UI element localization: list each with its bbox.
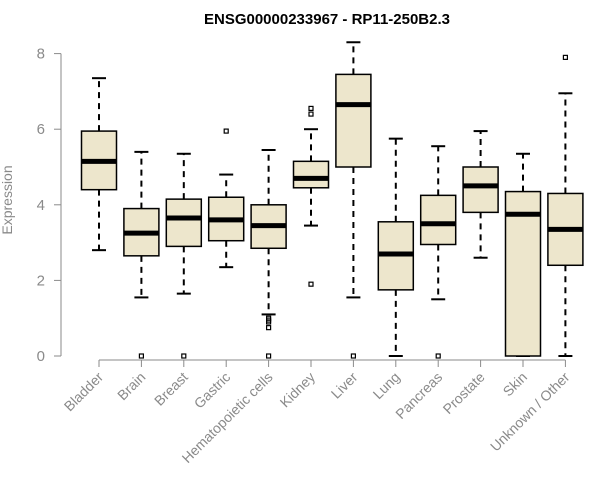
- chart-title: ENSG00000233967 - RP11-250B2.3: [204, 11, 450, 28]
- box-brain: [123, 150, 160, 359]
- outlier-point: [308, 281, 314, 287]
- box-liver: [335, 41, 372, 359]
- outlier-point: [138, 353, 144, 359]
- y-tick-label: 8: [37, 46, 45, 63]
- y-tick-label: 2: [37, 272, 45, 289]
- x-tick-label: Breast: [151, 369, 191, 409]
- box-prostate: [462, 130, 499, 259]
- y-tick-label: 4: [37, 197, 45, 214]
- outlier-point: [181, 353, 187, 359]
- outlier-point: [350, 353, 356, 359]
- y-axis-label: Expression: [0, 165, 15, 234]
- outlier-point: [266, 353, 272, 359]
- box-skin: [504, 152, 542, 357]
- iqr-box: [165, 198, 203, 248]
- x-tick-label: Lung: [370, 369, 403, 402]
- outlier-point: [266, 319, 272, 325]
- outlier-point: [266, 325, 272, 331]
- outlier-point: [308, 105, 314, 112]
- y-axis: 0 2 4 6 8: [37, 46, 62, 365]
- x-tick-label: Unknown / Other: [487, 369, 573, 455]
- iqr-box: [292, 160, 330, 189]
- outlier-point: [308, 111, 314, 117]
- box-bladder: [80, 77, 118, 252]
- x-tick-label: Bladder: [61, 369, 107, 415]
- box-series: [80, 41, 584, 359]
- iqr-box: [504, 190, 542, 357]
- x-tick-label: Skin: [500, 369, 531, 400]
- outlier-point: [435, 353, 441, 359]
- y-tick-label: 6: [37, 121, 45, 138]
- box-pancreas: [419, 145, 457, 359]
- x-tick-label: Brain: [114, 369, 148, 403]
- y-tick-label: 0: [37, 348, 45, 365]
- x-tick-label: Liver: [328, 369, 361, 402]
- iqr-box: [462, 166, 499, 214]
- box-unknown-other: [547, 54, 584, 357]
- x-tick-label: Pancreas: [392, 369, 445, 422]
- box-hematopoietic-cells: [250, 148, 287, 359]
- x-tick-label: Kidney: [277, 369, 319, 411]
- box-gastric: [207, 128, 245, 269]
- outlier-point: [223, 128, 229, 134]
- box-breast: [165, 152, 203, 359]
- x-tick-label: Prostate: [440, 369, 488, 417]
- outlier-point: [562, 54, 569, 60]
- iqr-box: [335, 73, 372, 168]
- box-kidney: [292, 105, 330, 287]
- box-lung: [377, 137, 415, 357]
- iqr-box: [419, 194, 457, 246]
